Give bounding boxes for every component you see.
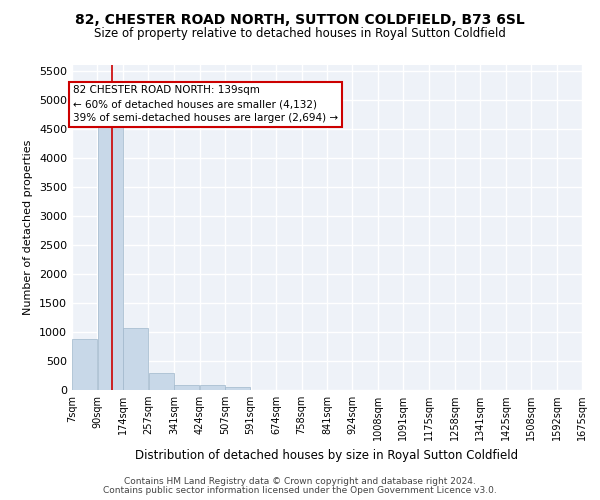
Text: Contains public sector information licensed under the Open Government Licence v3: Contains public sector information licen…: [103, 486, 497, 495]
Text: Contains HM Land Registry data © Crown copyright and database right 2024.: Contains HM Land Registry data © Crown c…: [124, 477, 476, 486]
X-axis label: Distribution of detached houses by size in Royal Sutton Coldfield: Distribution of detached houses by size …: [136, 448, 518, 462]
Text: 82 CHESTER ROAD NORTH: 139sqm
← 60% of detached houses are smaller (4,132)
39% o: 82 CHESTER ROAD NORTH: 139sqm ← 60% of d…: [73, 86, 338, 124]
Text: 82, CHESTER ROAD NORTH, SUTTON COLDFIELD, B73 6SL: 82, CHESTER ROAD NORTH, SUTTON COLDFIELD…: [75, 12, 525, 26]
Bar: [200, 386, 224, 390]
Bar: [124, 328, 148, 390]
Y-axis label: Number of detached properties: Number of detached properties: [23, 140, 34, 315]
Bar: [98, 126, 123, 390]
Bar: [175, 385, 199, 390]
Text: Size of property relative to detached houses in Royal Sutton Coldfield: Size of property relative to detached ho…: [94, 28, 506, 40]
Bar: [225, 387, 250, 390]
Bar: [72, 339, 97, 390]
Bar: [149, 373, 174, 390]
